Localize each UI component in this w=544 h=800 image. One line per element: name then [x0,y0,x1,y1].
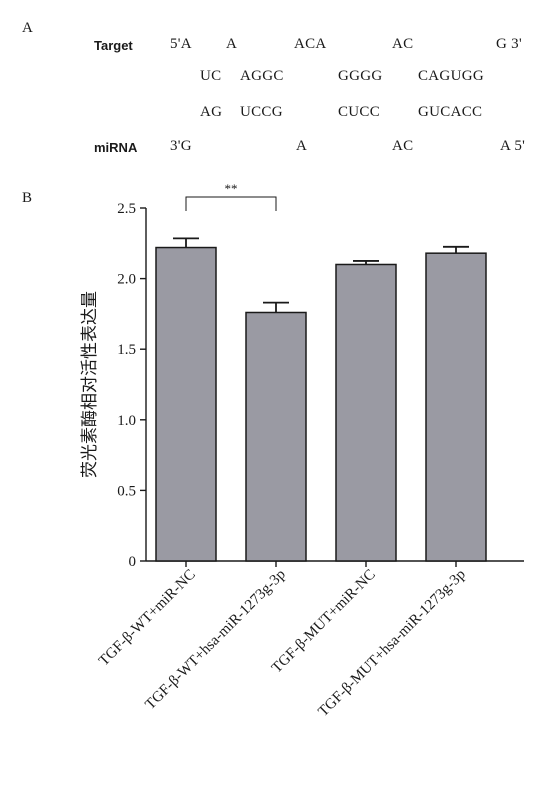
pair-top-1: UC [200,68,222,84]
pair-bottom-4: GUCACC [418,104,483,120]
panel-b-label: B [22,190,33,206]
mirna-label: miRNA [94,140,138,155]
bar-3 [335,263,397,562]
target-label: Target [94,38,133,53]
mirna-seq-3: AC [392,138,414,154]
pair-bottom-2: UCCG [240,104,283,120]
bar-1 [155,246,217,562]
target-seq-1: 5'A [170,36,192,52]
significance-label: ** [225,181,238,196]
target-seq-2: A [226,36,238,52]
y-axis-label: 荧光素酶相对活性表达量 [80,291,100,478]
y-tick-label: 2.0 [117,272,136,288]
panel-a-label: A [22,20,33,36]
pair-bottom-1: AG [200,104,223,120]
pair-top-3: GGGG [338,68,383,84]
y-tick-label: 2.5 [117,201,136,217]
y-tick-label: 0 [129,554,137,570]
pair-top-4: CAGUGG [418,68,484,84]
pair-bottom-3: CUCC [338,104,381,120]
x-tick-label-3: TGF-β-MUT+miR-NC [269,567,379,677]
bar-2 [245,311,307,562]
mirna-seq-1: 3'G [170,138,192,154]
mirna-seq-4: A 5' [500,138,526,154]
target-seq-5: G 3' [496,36,522,52]
target-seq-3: ACA [294,36,327,52]
bar-4 [425,252,487,562]
x-tick-label-4: TGF-β-MUT+hsa-miR-1273g-3p [315,567,468,720]
y-tick-label: 1.5 [117,342,136,358]
mirna-seq-2: A [296,138,308,154]
target-seq-4: AC [392,36,414,52]
significance-bracket [185,196,277,211]
x-tick-label-1: TGF-β-WT+miR-NC [96,567,199,670]
y-tick-label: 0.5 [117,483,136,499]
y-tick-label: 1.0 [117,413,136,429]
pair-top-2: AGGC [240,68,284,84]
